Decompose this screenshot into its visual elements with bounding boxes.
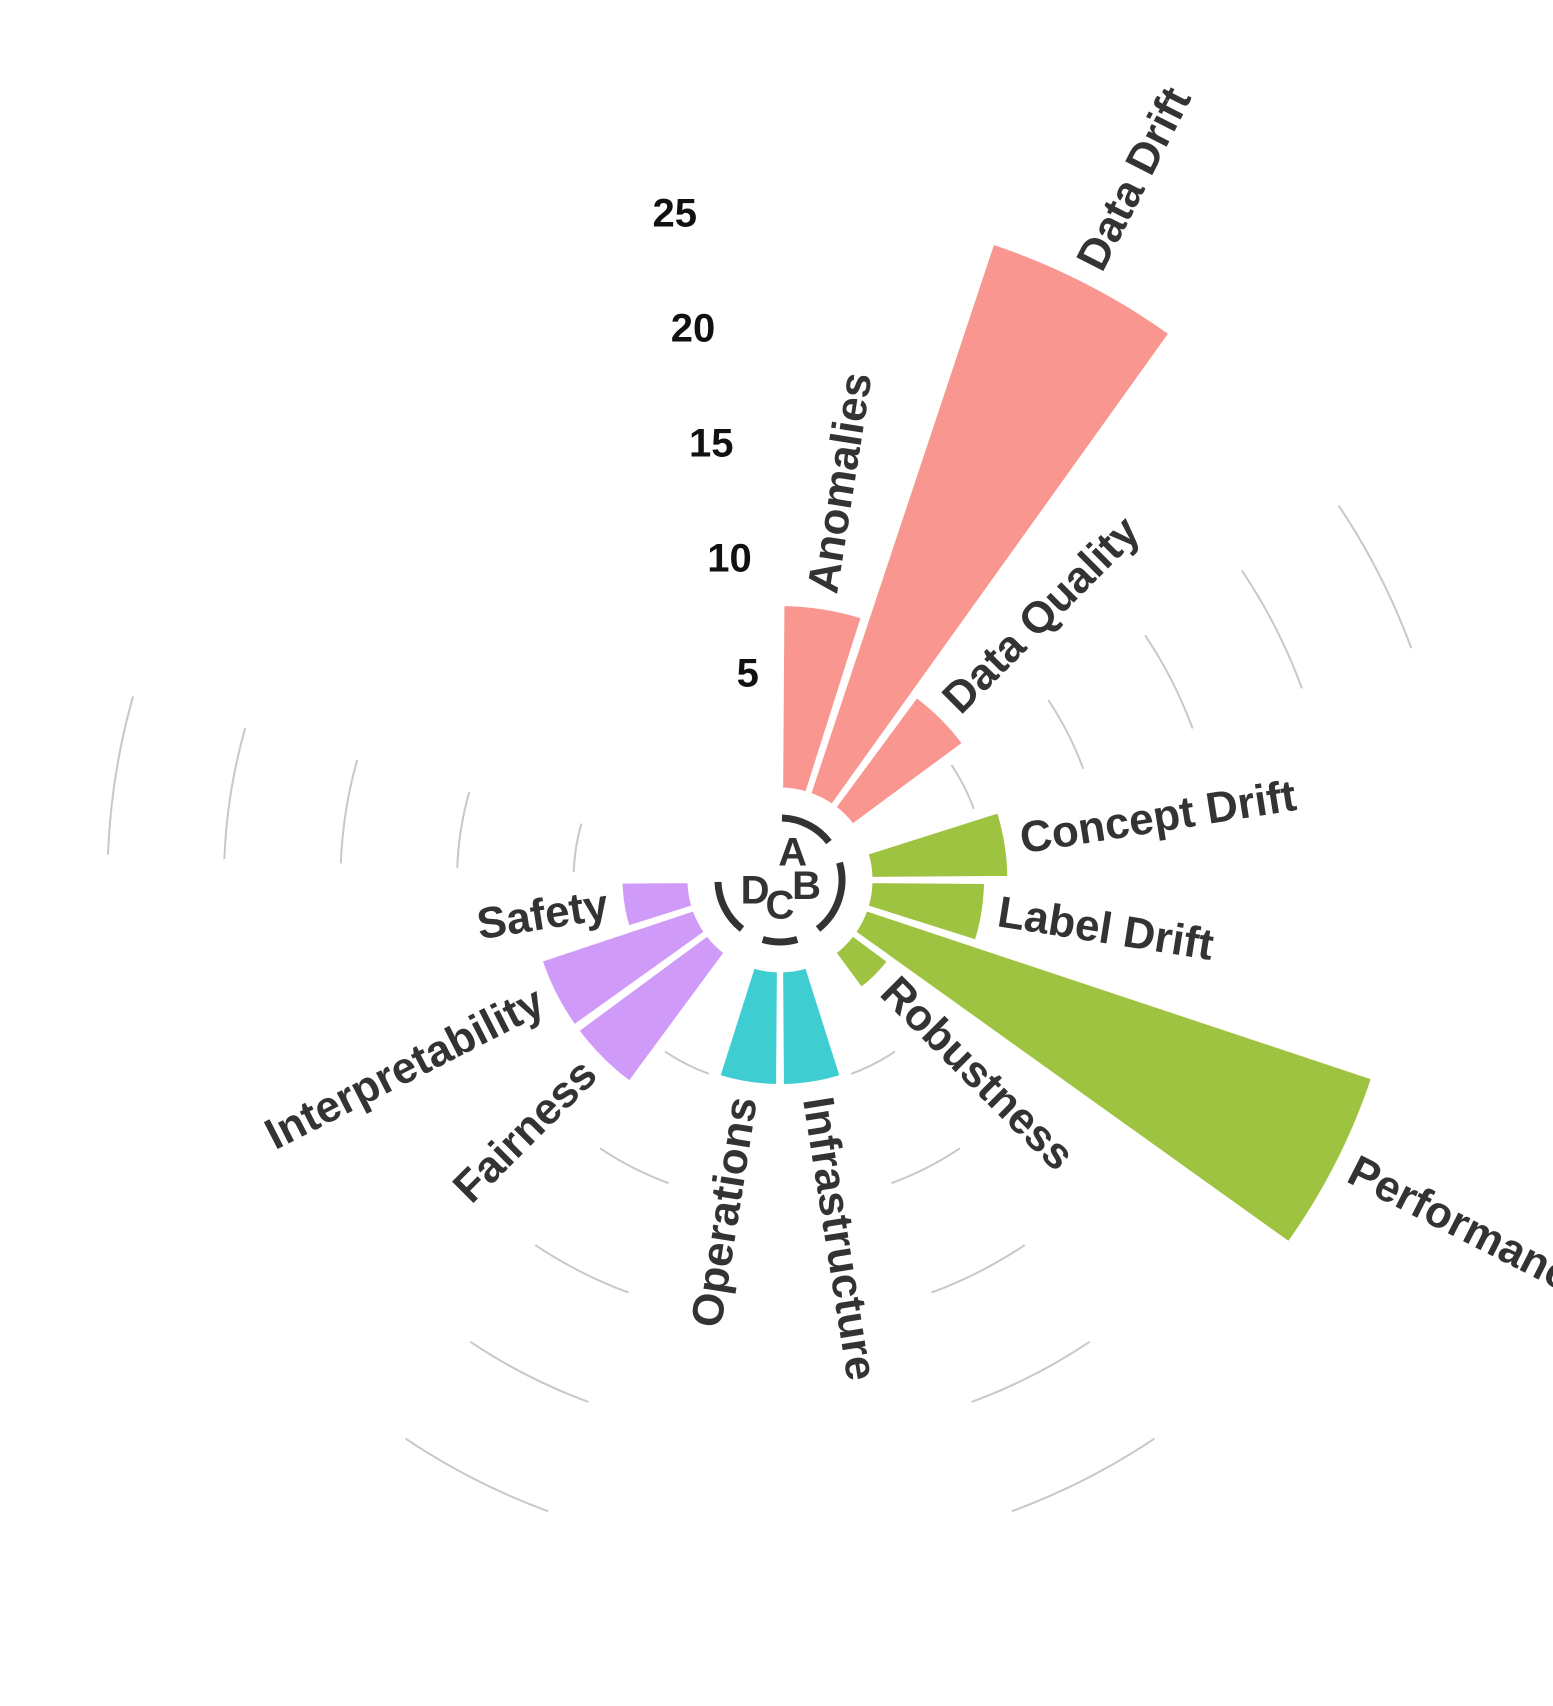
radial-tick-label: 15 [689,421,734,465]
gridline-arc [404,1437,549,1513]
gridline-arc [469,1340,589,1403]
bar-operations [714,962,782,1090]
group-label-a: A [778,831,807,875]
gridline-arc [456,791,471,868]
bar-label-drift [862,878,990,946]
gridline-arc [1337,504,1413,649]
bar-safety [617,878,698,932]
group-arc-b [815,861,846,932]
bar-fairness [572,929,731,1088]
bars [536,238,1378,1248]
group-label-c: C [766,884,795,928]
radial-tick-labels: 5 10 15 20 25 [653,191,759,695]
gridline-arc [971,1340,1091,1403]
group-arc-a [781,814,832,845]
gridline-arc [1144,634,1194,729]
gridline-arc [1240,569,1303,689]
gridline-arc [599,1147,670,1185]
bar-performance [849,905,1378,1248]
bar-data-drift [805,238,1175,811]
bar-robustness [829,929,894,994]
gridline-arc [664,1050,710,1075]
gridline-arc [931,1244,1026,1294]
bar-label-infrastructure: Infrastructure [793,1094,886,1384]
gridline-arc [339,759,359,864]
radial-tick-label: 20 [671,306,716,350]
gridline-arc [1047,699,1085,770]
gridline-arc [223,727,247,860]
gridline-arc [850,1050,896,1075]
bar-label-label-drift: Label Drift [994,887,1217,969]
bar-label-performance: Performance [1340,1146,1553,1312]
group-arc-c [761,936,799,946]
gridline-arc [890,1147,961,1185]
bar-label-anomalies: Anomalies [798,369,881,596]
group-label-d: D [741,868,770,912]
bar-concept-drift [862,807,1013,882]
radial-gridlines [106,504,1413,1513]
group-arc-d [714,881,745,932]
gridline-arc [572,823,583,873]
gridline-arc [534,1244,629,1294]
bar-infrastructure [778,962,846,1090]
gridline-arc [950,764,975,810]
gridline-arc [106,696,134,855]
group-label-b: B [792,864,821,908]
radial-tick-label: 25 [653,191,698,235]
bar-label-concept-drift: Concept Drift [1017,771,1300,863]
gridline-arc [1011,1437,1156,1513]
bar-label-safety: Safety [474,880,613,949]
bar-data-quality [829,691,969,831]
bar-label-operations: Operations [682,1094,767,1331]
radial-tick-label: 5 [737,652,759,696]
bar-label-fairness: Fairness [444,1050,607,1213]
radial-tick-label: 10 [707,537,752,581]
bar-interpretability [536,905,711,1031]
bar-anomalies [778,601,867,798]
bar-label-data-drift: Data Drift [1067,79,1201,278]
